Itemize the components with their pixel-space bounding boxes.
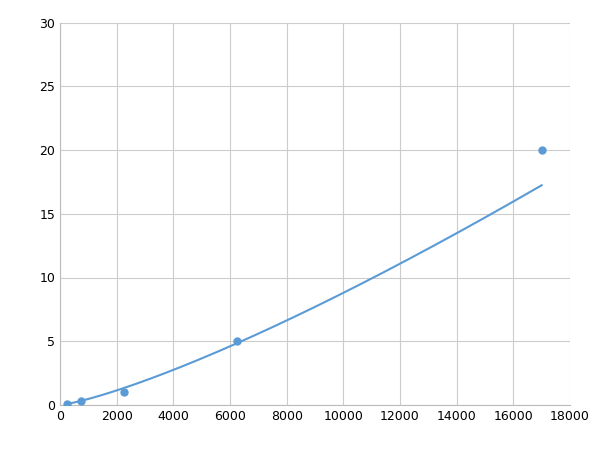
Point bbox=[76, 398, 86, 405]
Point bbox=[232, 338, 242, 345]
Point bbox=[62, 400, 72, 407]
Point bbox=[119, 389, 128, 396]
Point bbox=[537, 146, 547, 153]
